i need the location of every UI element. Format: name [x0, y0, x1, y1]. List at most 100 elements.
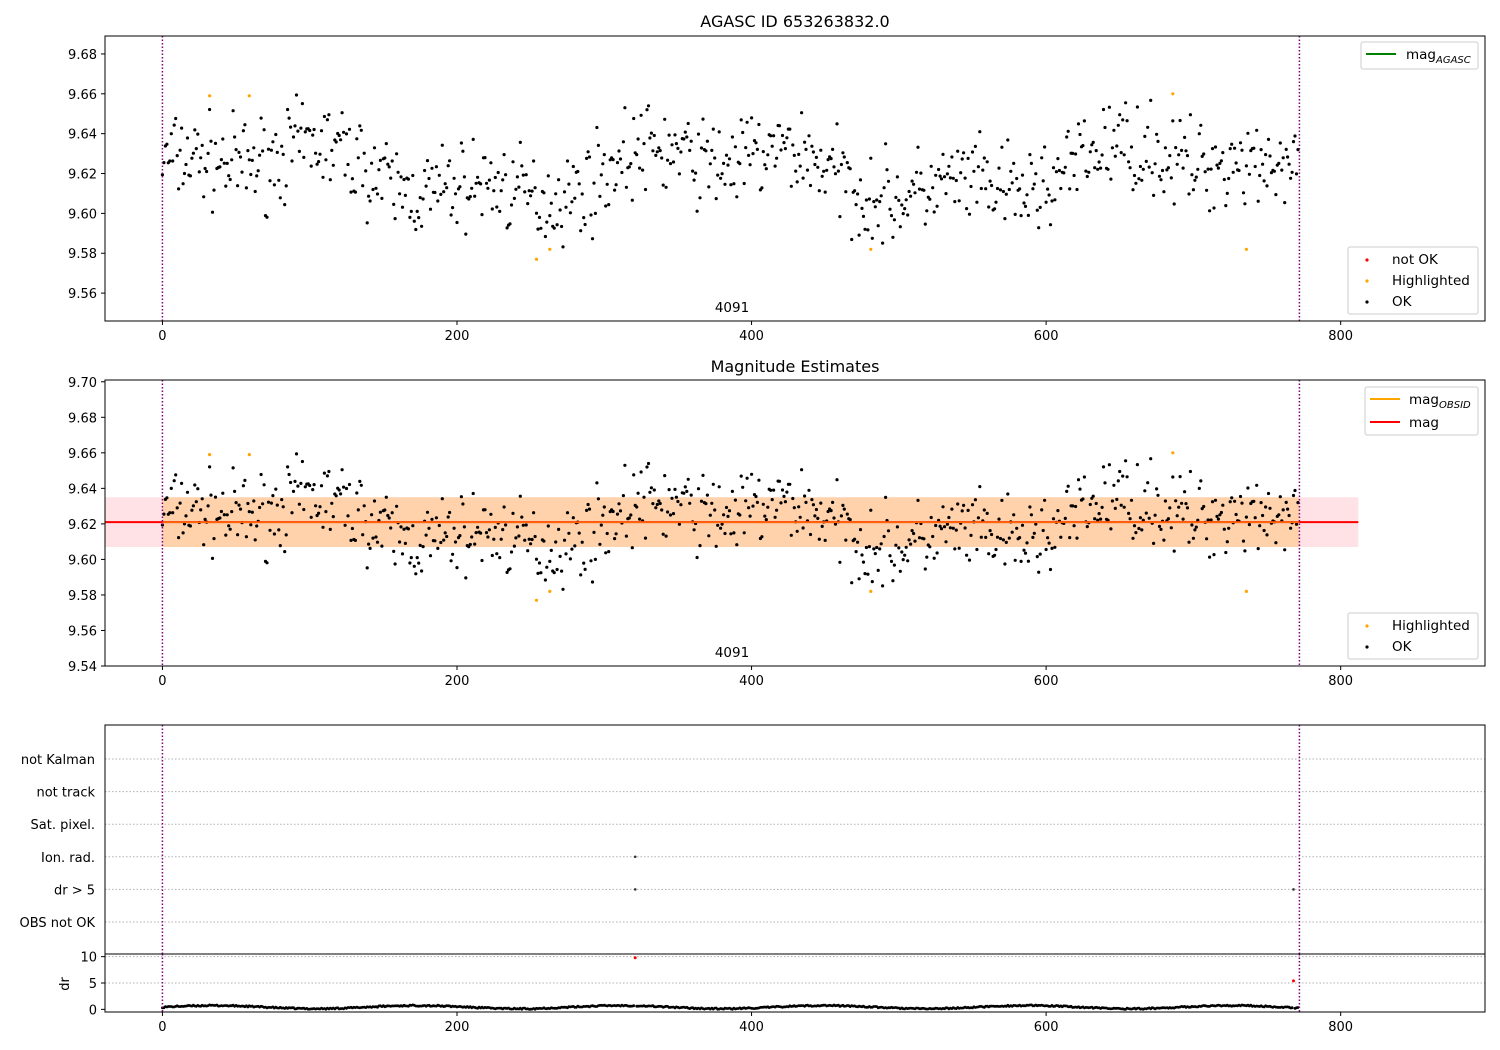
ok-point — [402, 177, 406, 182]
ok-point — [289, 125, 293, 129]
ok-point — [344, 486, 349, 491]
ok-point — [489, 161, 493, 165]
ok-point — [760, 186, 764, 190]
ok-point — [797, 152, 801, 156]
ok-point — [347, 127, 352, 131]
ok-point — [1144, 511, 1148, 515]
ok-point — [378, 158, 382, 162]
ok-point — [714, 544, 718, 548]
ok-point — [613, 188, 617, 192]
ok-point — [875, 198, 879, 202]
ok-point — [692, 528, 696, 532]
ok-point — [624, 534, 629, 538]
ok-point — [174, 116, 178, 121]
ok-point — [723, 182, 727, 186]
highlighted-point — [869, 589, 873, 594]
ok-point — [969, 184, 973, 189]
ok-point — [395, 504, 399, 508]
ok-point — [536, 571, 540, 576]
ok-point — [1247, 172, 1251, 176]
ok-point — [1184, 149, 1188, 153]
ok-point — [621, 494, 626, 498]
ok-point — [470, 186, 474, 190]
ok-point — [224, 533, 228, 537]
ok-point — [900, 203, 904, 207]
ok-point — [393, 562, 397, 566]
ok-point — [645, 465, 649, 469]
x-tick-label: 400 — [739, 329, 764, 344]
ok-point — [557, 178, 561, 182]
ok-point — [283, 203, 287, 207]
ok-point — [671, 511, 676, 516]
panel-1-marker-legend: not OK Highlighted OK — [1347, 246, 1479, 315]
ok-point — [1075, 187, 1079, 192]
ok-point — [1051, 517, 1056, 521]
ok-point — [838, 215, 842, 219]
ok-point — [427, 176, 431, 181]
ok-point — [568, 211, 573, 215]
ok-point — [504, 523, 508, 527]
ok-point — [177, 187, 181, 191]
ok-point — [486, 535, 490, 539]
ok-point — [698, 196, 702, 200]
ok-point — [1138, 164, 1142, 169]
ok-point — [499, 537, 503, 541]
ok-point — [218, 165, 222, 169]
ok-point — [1096, 518, 1100, 522]
ok-point — [1256, 547, 1260, 551]
panel-dr: 0 200 400 600 800 0 5 10 dr — [58, 951, 1486, 1035]
ok-point — [807, 488, 811, 492]
ok-point — [570, 547, 574, 551]
y-tick-label: 9.62 — [68, 518, 97, 533]
ok-point — [364, 169, 368, 173]
ok-point — [829, 157, 833, 161]
ok-point — [1103, 481, 1107, 485]
ok-point — [319, 129, 324, 133]
ok-point — [814, 155, 819, 159]
ok-point — [699, 146, 704, 150]
ok-point — [658, 149, 662, 153]
ok-point — [696, 487, 701, 491]
ok-point — [1118, 113, 1122, 117]
ok-point — [1246, 486, 1250, 490]
ok-point — [695, 555, 699, 560]
ok-point — [1003, 562, 1007, 566]
ok-point — [976, 165, 981, 169]
ok-point — [1277, 513, 1281, 517]
ok-point — [437, 523, 441, 528]
ok-point — [543, 234, 548, 239]
ok-point — [1135, 105, 1139, 109]
ok-point — [941, 152, 945, 156]
ok-point — [1082, 475, 1086, 479]
ok-point — [623, 463, 627, 467]
ok-point — [446, 164, 450, 168]
ok-point — [498, 209, 502, 213]
ok-point — [807, 134, 811, 138]
ok-point — [866, 228, 870, 232]
ok-point — [1075, 536, 1079, 540]
ok-point — [885, 168, 889, 172]
ok-point — [763, 163, 767, 167]
ok-point — [1240, 148, 1244, 152]
ok-point — [835, 122, 839, 126]
ok-point — [473, 194, 477, 198]
ok-point — [1093, 166, 1097, 170]
ok-point — [630, 546, 634, 550]
ok-point — [409, 556, 413, 560]
ok-point — [1171, 119, 1175, 123]
ok-point — [337, 133, 341, 138]
ok-point — [1047, 541, 1051, 545]
ok-point — [1081, 497, 1085, 501]
ok-point — [371, 187, 375, 192]
ok-point — [325, 474, 329, 478]
ok-point — [929, 164, 933, 168]
ok-point — [1202, 504, 1206, 509]
ok-point — [1096, 167, 1100, 171]
ok-point — [1043, 498, 1047, 502]
ok-point — [330, 148, 334, 152]
ok-point — [451, 206, 455, 210]
ok-point — [448, 159, 452, 163]
ok-point — [185, 136, 190, 140]
ok-point — [658, 501, 662, 506]
ok-point — [884, 495, 888, 499]
